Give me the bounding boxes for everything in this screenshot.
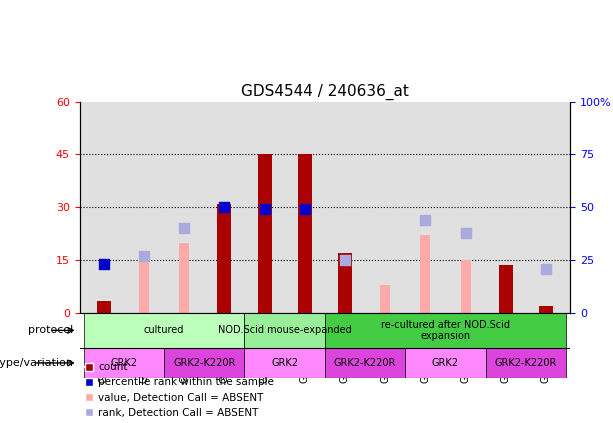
Text: GRK2-K220R: GRK2-K220R — [495, 358, 557, 368]
Bar — [460, 260, 471, 313]
Point — [99, 261, 109, 268]
Point — [541, 265, 551, 272]
Bar — [541, 306, 551, 313]
Text: GRK2-K220R: GRK2-K220R — [334, 358, 396, 368]
Bar — [218, 204, 232, 313]
Point — [340, 257, 350, 264]
Bar — [485, 348, 566, 378]
Bar — [499, 266, 513, 313]
Bar — [245, 348, 325, 378]
Bar — [539, 306, 553, 313]
Title: GDS4544 / 240636_at: GDS4544 / 240636_at — [241, 84, 409, 100]
Bar — [164, 348, 245, 378]
Bar — [298, 154, 312, 313]
Text: GRK2: GRK2 — [432, 358, 459, 368]
Bar — [338, 253, 352, 313]
Bar — [84, 313, 245, 348]
Bar — [179, 242, 189, 313]
Bar — [421, 236, 430, 313]
Point — [219, 204, 229, 211]
Bar — [97, 301, 111, 313]
Point — [179, 225, 189, 232]
Text: NOD.Scid mouse-expanded: NOD.Scid mouse-expanded — [218, 325, 352, 335]
Bar — [405, 348, 485, 378]
Text: re-cultured after NOD.Scid
expansion: re-cultured after NOD.Scid expansion — [381, 319, 510, 341]
Text: cultured: cultured — [144, 325, 185, 335]
Text: protocol: protocol — [28, 325, 74, 335]
Point — [461, 229, 471, 236]
Text: GRK2: GRK2 — [271, 358, 298, 368]
Bar — [139, 260, 149, 313]
Point — [139, 253, 149, 259]
Text: genotype/variation: genotype/variation — [0, 358, 74, 368]
Point — [300, 206, 310, 213]
Bar — [257, 154, 272, 313]
Text: GRK2: GRK2 — [110, 358, 137, 368]
Bar — [84, 348, 164, 378]
Bar — [325, 313, 566, 348]
Point — [260, 206, 270, 213]
Bar — [245, 313, 325, 348]
Text: GRK2-K220R: GRK2-K220R — [173, 358, 235, 368]
Legend: count, percentile rank within the sample, value, Detection Call = ABSENT, rank, : count, percentile rank within the sample… — [85, 362, 274, 418]
Bar — [325, 348, 405, 378]
Point — [421, 217, 430, 223]
Bar — [380, 285, 390, 313]
